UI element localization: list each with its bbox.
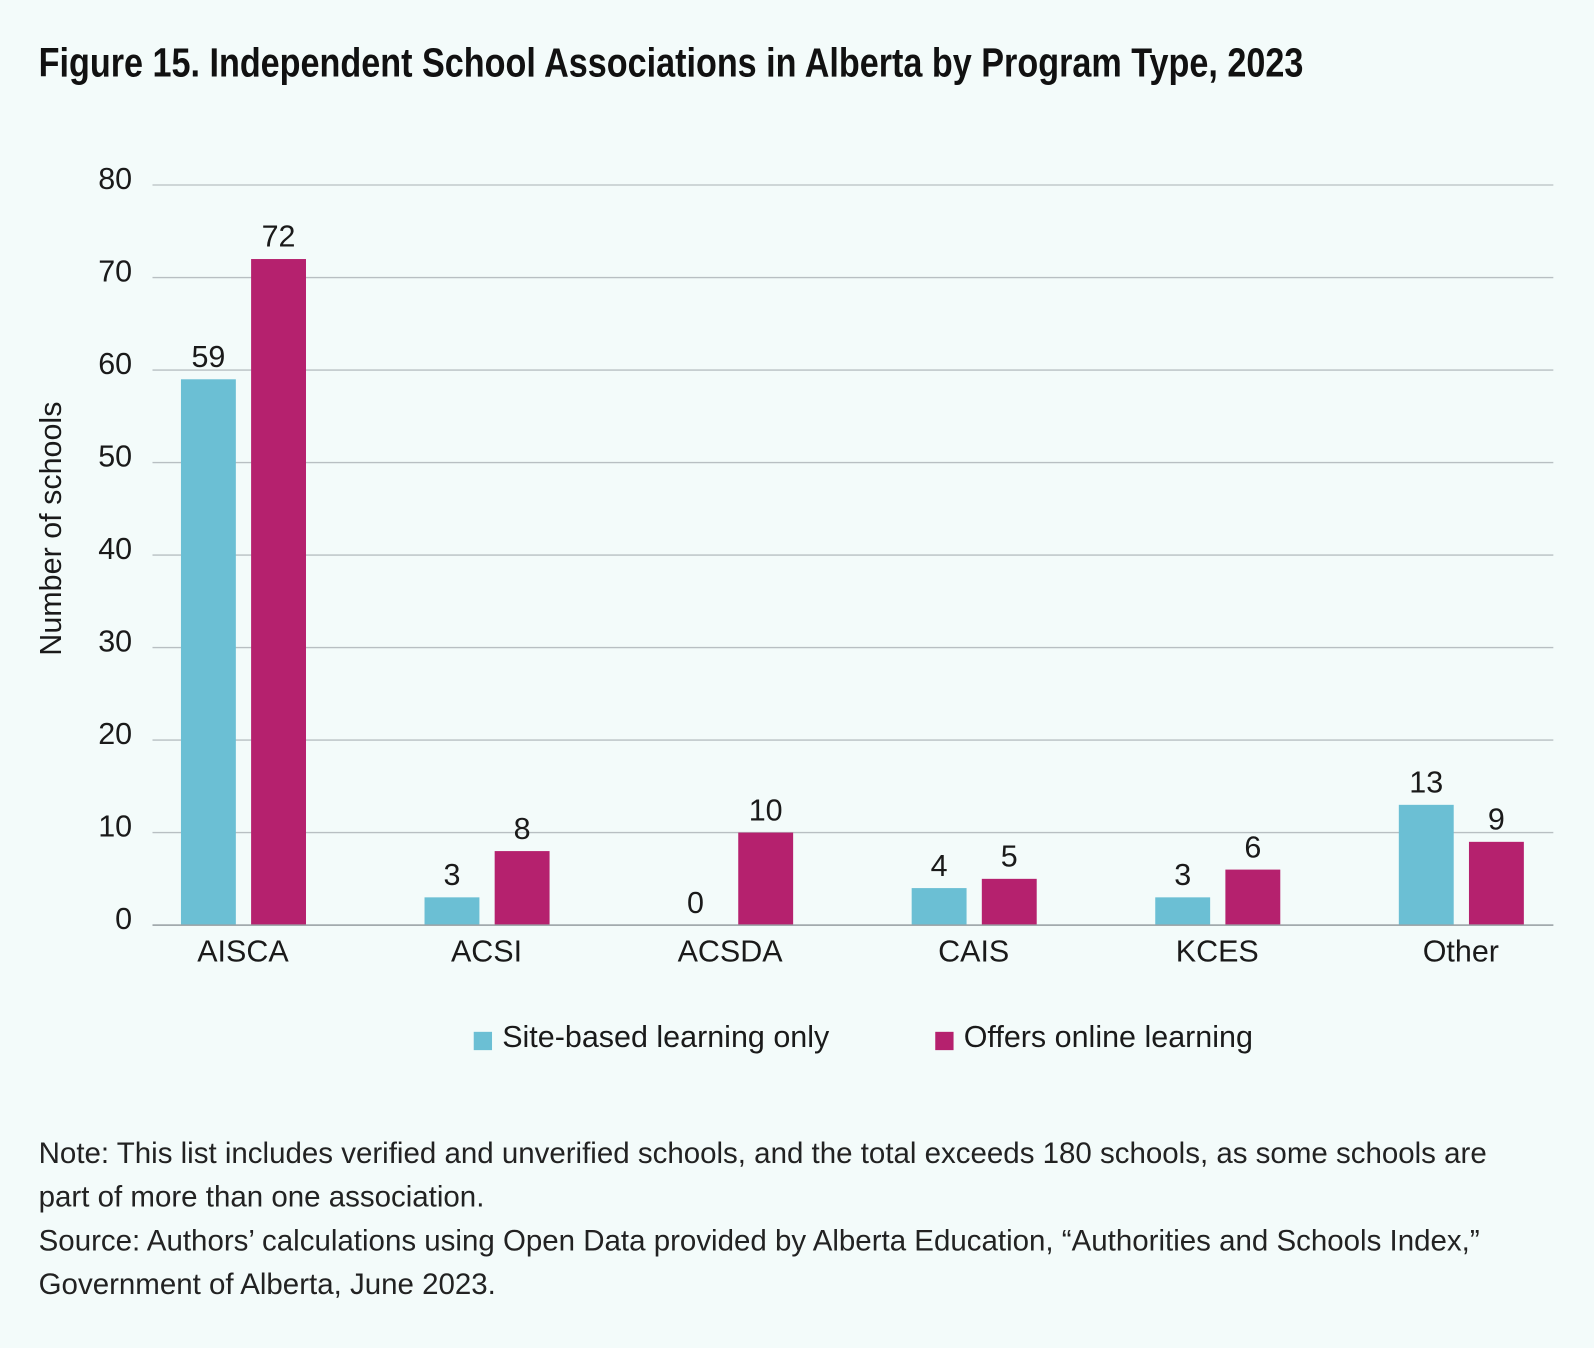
bar	[738, 832, 794, 926]
x-tick-label: Other	[1423, 935, 1499, 969]
bar	[251, 259, 306, 926]
bar	[494, 851, 550, 926]
y-tick-label: 0	[115, 902, 132, 936]
value-label: 4	[931, 849, 948, 883]
x-tick-label: KCES	[1176, 935, 1259, 969]
notes-box: Note: This list includes verified and un…	[39, 1132, 1544, 1307]
bar	[981, 878, 1037, 926]
bar	[1398, 804, 1454, 926]
y-axis-label: Number of schools	[34, 402, 68, 656]
bar	[1468, 841, 1524, 926]
notes: Note: This list includes verified and un…	[39, 1132, 1544, 1307]
x-tick-label: ACSI	[451, 935, 522, 969]
bar	[180, 379, 236, 926]
value-label: 8	[514, 812, 531, 846]
y-tick-label: 80	[98, 162, 132, 196]
y-tick-label: 40	[98, 532, 132, 566]
value-label: 6	[1244, 830, 1261, 864]
bar	[424, 897, 480, 926]
source: Source: Authors’ calculations using Open…	[38, 1224, 1480, 1302]
legend-swatch	[473, 1031, 493, 1051]
value-label: 3	[443, 858, 460, 892]
value-label: 59	[191, 340, 225, 374]
value-label: 13	[1409, 766, 1443, 800]
y-tick-label: 30	[98, 625, 132, 659]
legend-label: Offers online learning	[964, 1020, 1253, 1054]
note: Note: This list includes verified and un…	[38, 1137, 1487, 1214]
y-tick-label: 70	[98, 255, 132, 289]
legend-label: Site-based learning only	[502, 1020, 830, 1054]
value-label: 72	[262, 220, 296, 254]
value-label: 10	[749, 793, 783, 827]
value-label: 3	[1174, 858, 1191, 892]
value-label: 9	[1488, 803, 1505, 837]
x-tick-label: CAIS	[938, 935, 1009, 969]
chart-title: Figure 15. Independent School Associatio…	[38, 40, 1304, 86]
x-tick-label: AISCA	[197, 935, 289, 969]
legend-swatch	[935, 1031, 954, 1051]
y-tick-label: 20	[98, 717, 132, 751]
value-label: 5	[1001, 840, 1018, 874]
x-tick-label: ACSDA	[678, 935, 784, 969]
y-tick-label: 50	[98, 440, 132, 474]
title-box: Figure 15. Independent School Associatio…	[38, 40, 1304, 86]
value-label: 0	[687, 886, 704, 920]
bar	[911, 888, 967, 926]
bar	[1225, 869, 1281, 926]
bar	[1155, 897, 1211, 926]
y-tick-label: 60	[98, 347, 132, 381]
y-tick-label: 10	[98, 810, 132, 844]
